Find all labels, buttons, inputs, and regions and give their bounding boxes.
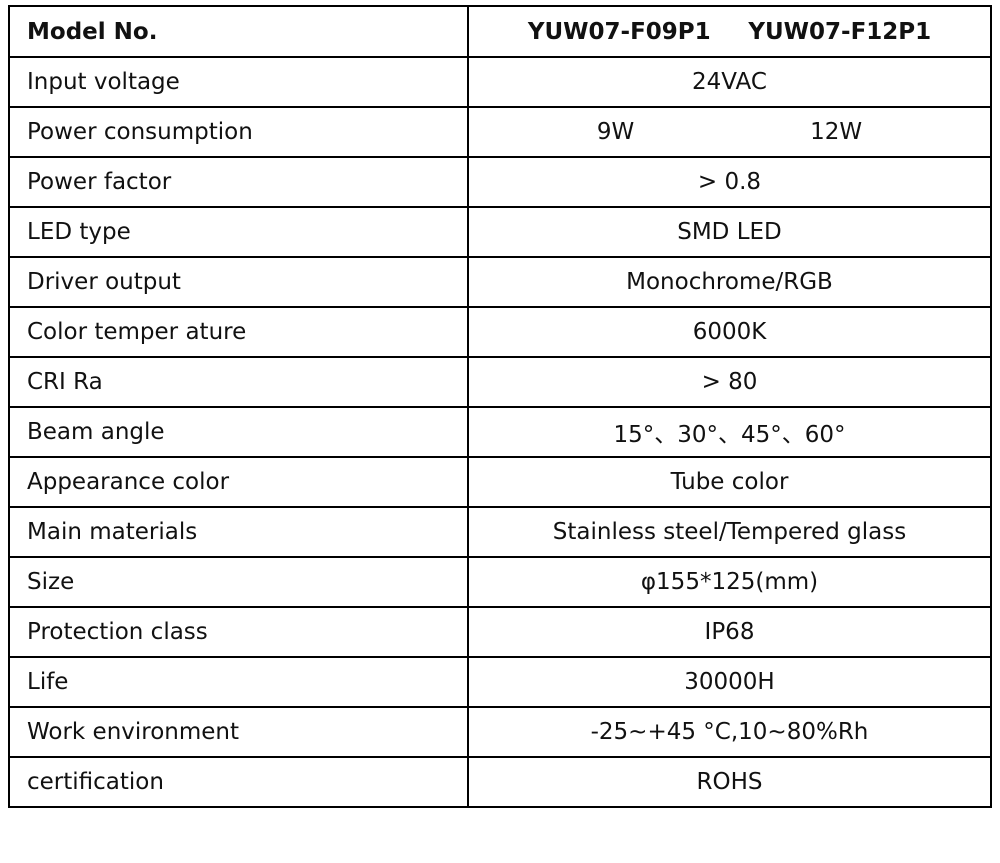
value-group: SMD LED <box>469 219 990 245</box>
header-row: Model No. YUW07-F09P1 YUW07-F12P1 <box>8 5 992 58</box>
spec-label: Power factor <box>8 156 469 208</box>
spec-row: Power consumption 9W 12W <box>8 106 992 158</box>
value-group: IP68 <box>469 619 990 645</box>
spec-label: Beam angle <box>8 406 469 458</box>
value-cell: 24VAC <box>467 56 992 108</box>
spec-label: Driver output <box>8 256 469 308</box>
value-group: ROHS <box>469 769 990 795</box>
value-group: 30000H <box>469 669 990 695</box>
value-cell: Tube color <box>467 456 992 508</box>
model-number: YUW07-F12P1 <box>748 18 932 45</box>
value-cell: 6000K <box>467 306 992 358</box>
spec-value: SMD LED <box>677 219 782 245</box>
spec-value: > 0.8 <box>697 169 762 195</box>
spec-value: φ155*125(mm) <box>640 569 819 595</box>
value-cell: ROHS <box>467 756 992 808</box>
value-cell: 15°、30°、45°、60° <box>467 406 992 458</box>
spec-value: 12W <box>810 119 863 145</box>
value-group: φ155*125(mm) <box>469 569 990 595</box>
value-cell: -25~+45 °C,10~80%Rh <box>467 706 992 758</box>
value-cell: φ155*125(mm) <box>467 556 992 608</box>
spec-value: Tube color <box>670 469 789 495</box>
spec-row: LED type SMD LED <box>8 206 992 258</box>
spec-value: 15°、30°、45°、60° <box>613 422 846 448</box>
spec-value: IP68 <box>704 619 755 645</box>
spec-label: Appearance color <box>8 456 469 508</box>
value-group: 24VAC <box>469 69 990 95</box>
spec-label: Main materials <box>8 506 469 558</box>
spec-label: Color temper ature <box>8 306 469 358</box>
value-cell: YUW07-F09P1 YUW07-F12P1 <box>467 5 992 58</box>
spec-row: Beam angle 15°、30°、45°、60° <box>8 406 992 458</box>
value-cell: Stainless steel/Tempered glass <box>467 506 992 558</box>
spec-value: > 80 <box>701 369 758 395</box>
spec-row: Input voltage 24VAC <box>8 56 992 108</box>
spec-row: Life 30000H <box>8 656 992 708</box>
value-cell: IP68 <box>467 606 992 658</box>
spec-row: certification ROHS <box>8 756 992 808</box>
value-group: -25~+45 °C,10~80%Rh <box>469 719 990 745</box>
value-cell: 30000H <box>467 656 992 708</box>
spec-row: Work environment -25~+45 °C,10~80%Rh <box>8 706 992 758</box>
spec-row: Size φ155*125(mm) <box>8 556 992 608</box>
spec-value: Stainless steel/Tempered glass <box>552 519 907 545</box>
spec-table: Model No. YUW07-F09P1 YUW07-F12P1 Input vol… <box>8 5 992 808</box>
spec-label: Life <box>8 656 469 708</box>
value-group: > 80 <box>469 369 990 395</box>
value-group: 9W 12W <box>469 119 990 145</box>
spec-value: -25~+45 °C,10~80%Rh <box>590 719 869 745</box>
header-label: Model No. <box>8 5 469 58</box>
spec-label: Power consumption <box>8 106 469 158</box>
spec-label: CRI Ra <box>8 356 469 408</box>
spec-label: Work environment <box>8 706 469 758</box>
value-group: 15°、30°、45°、60° <box>469 415 990 449</box>
value-group: YUW07-F09P1 YUW07-F12P1 <box>469 19 990 45</box>
table-body: Model No. YUW07-F09P1 YUW07-F12P1 Input vol… <box>8 5 992 808</box>
spec-value: 6000K <box>692 319 767 345</box>
spec-row: Driver output Monochrome/RGB <box>8 256 992 308</box>
spec-row: CRI Ra > 80 <box>8 356 992 408</box>
value-cell: > 80 <box>467 356 992 408</box>
spec-row: Color temper ature 6000K <box>8 306 992 358</box>
value-cell: Monochrome/RGB <box>467 256 992 308</box>
spec-label: Size <box>8 556 469 608</box>
value-group: Monochrome/RGB <box>469 269 990 295</box>
value-cell: > 0.8 <box>467 156 992 208</box>
value-cell: 9W 12W <box>467 106 992 158</box>
value-group: 6000K <box>469 319 990 345</box>
spec-row: Appearance color Tube color <box>8 456 992 508</box>
spec-value: ROHS <box>696 769 763 795</box>
spec-value: 24VAC <box>692 69 767 95</box>
spec-row: Protection class IP68 <box>8 606 992 658</box>
value-group: > 0.8 <box>469 169 990 195</box>
value-cell: SMD LED <box>467 206 992 258</box>
spec-value: Monochrome/RGB <box>626 269 833 295</box>
spec-label: Protection class <box>8 606 469 658</box>
spec-value: 30000H <box>684 669 775 695</box>
model-number: YUW07-F09P1 <box>527 18 711 45</box>
spec-label: Input voltage <box>8 56 469 108</box>
value-group: Tube color <box>469 469 990 495</box>
spec-value: 9W <box>596 119 635 145</box>
spec-row: Power factor > 0.8 <box>8 156 992 208</box>
spec-label: certification <box>8 756 469 808</box>
spec-label: LED type <box>8 206 469 258</box>
value-group: Stainless steel/Tempered glass <box>469 519 990 545</box>
spec-row: Main materials Stainless steel/Tempered g… <box>8 506 992 558</box>
